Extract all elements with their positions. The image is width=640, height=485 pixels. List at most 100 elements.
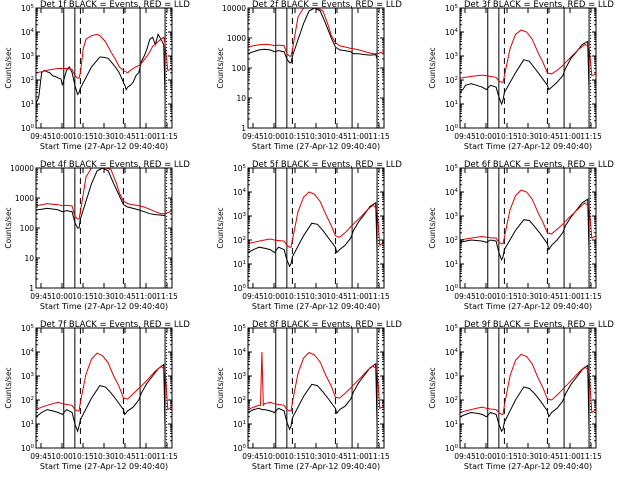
x-tick-label: 10:00 [475,452,497,461]
x-axis-label: Start Time (27-Apr-12 09:40:40) [252,462,380,471]
x-tick-label: 10:15 [72,452,94,461]
series-line-lld [36,352,172,412]
y-tick-label: 103 [445,372,459,381]
y-tick-label: 103 [21,52,35,61]
x-tick-label: 10:15 [284,292,306,301]
x-tick-label: 11:15 [580,132,602,141]
series-line-lld [460,353,596,415]
panel-8: Det 8f BLACK = Events, RED = LLD 100 101 10… [216,320,402,471]
x-tick-label: 10:15 [72,292,94,301]
y-tick-label: 101 [21,420,34,429]
x-tick-label: 09:45 [242,132,264,141]
y-tick-label: 102 [21,396,34,405]
x-tick-label: 10:00 [263,292,285,301]
y-tick-label: 105 [21,4,35,13]
x-tick-label: 10:45 [326,452,348,461]
x-tick-label: 09:45 [242,292,264,301]
y-tick-label: 105 [21,324,35,333]
y-tick-label: 103 [445,52,459,61]
plot-frame [459,7,597,129]
plot-frame [35,7,173,129]
x-tick-label: 10:45 [114,132,136,141]
x-tick-label: 11:15 [368,452,390,461]
x-tick-label: 11:15 [580,292,602,301]
panel-5: Det 5f BLACK = Events, RED = LLD 100 101 10… [216,160,402,311]
panel-9: Det 9f BLACK = Events, RED = LLD 100 101 10… [428,320,614,471]
plot-frame [459,167,597,289]
x-tick-label: 10:15 [284,132,306,141]
x-tick-label: 10:45 [114,292,136,301]
x-tick-label: 10:15 [496,292,518,301]
series-line-lld [460,189,596,245]
x-tick-label: 10:45 [538,132,560,141]
x-tick-label: 09:45 [30,292,52,301]
plot-frame [35,167,173,289]
y-tick-label: 103 [233,372,247,381]
y-tick-label: 1 [241,124,246,133]
plot-frame [247,327,385,449]
y-tick-label: 104 [21,28,35,37]
y-tick-label: 100 [233,284,247,293]
x-tick-label: 11:00 [347,452,369,461]
y-tick-label: 102 [445,396,458,405]
panel-title: Det 9f BLACK = Events, RED = LLD [464,320,614,330]
y-tick-label: 101 [445,100,458,109]
panel-6: Det 6f BLACK = Events, RED = LLD 100 101 10… [428,160,614,311]
y-axis-label: Counts/sec [4,207,13,248]
y-tick-label: 102 [21,76,34,85]
x-tick-label: 10:15 [284,452,306,461]
x-tick-label: 11:15 [580,452,602,461]
y-tick-label: 102 [445,236,458,245]
y-tick-label: 1 [29,284,34,293]
y-axis-label: Counts/sec [216,207,225,248]
x-tick-label: 10:00 [263,132,285,141]
x-tick-label: 10:00 [51,452,73,461]
y-tick-label: 100 [21,124,35,133]
x-tick-label: 09:45 [454,452,476,461]
panel-4: Det 4f BLACK = Events, RED = LLD 1 10 100 10… [4,160,190,311]
y-tick-label: 104 [445,348,459,357]
x-axis-label: Start Time (27-Apr-12 09:40:40) [40,462,168,471]
panel-2: Det 2f BLACK = Events, RED = LLD 1 10 100 10… [216,0,402,151]
y-tick-label: 100 [445,444,459,453]
plot-frame [247,167,385,289]
y-tick-label: 104 [233,188,247,197]
y-tick-label: 101 [233,260,246,269]
y-tick-label: 100 [20,224,35,233]
x-tick-label: 11:15 [156,292,178,301]
x-tick-label: 11:15 [156,132,178,141]
x-tick-label: 10:30 [305,452,327,461]
y-tick-label: 105 [445,324,459,333]
y-axis-label: Counts/sec [428,47,437,88]
y-tick-label: 104 [445,188,459,197]
y-tick-label: 100 [21,444,35,453]
series-line-events [460,198,590,262]
y-tick-label: 103 [233,212,247,221]
series-line-events [460,40,590,106]
series-line-events [460,364,590,433]
x-tick-label: 10:30 [305,292,327,301]
y-axis-label: Counts/sec [428,367,437,408]
x-tick-label: 09:45 [454,132,476,141]
series-line-lld [248,191,384,248]
plot-frame [247,7,385,129]
y-tick-label: 104 [21,348,35,357]
x-tick-label: 11:00 [135,292,157,301]
x-tick-label: 11:15 [368,292,390,301]
y-tick-label: 10 [236,94,246,103]
panel-title: Det 6f BLACK = Events, RED = LLD [464,160,614,170]
x-tick-label: 10:30 [93,452,115,461]
x-tick-label: 10:15 [496,132,518,141]
x-tick-label: 10:00 [475,292,497,301]
y-tick-label: 105 [445,164,459,173]
y-axis-label: Counts/sec [4,367,13,408]
y-tick-label: 101 [21,100,34,109]
x-tick-label: 11:00 [559,292,581,301]
series-line-lld [36,33,172,79]
x-tick-label: 11:15 [368,132,390,141]
series-line-events [36,363,166,433]
panel-title: Det 5f BLACK = Events, RED = LLD [252,160,402,170]
x-tick-label: 09:45 [30,452,52,461]
y-tick-label: 101 [233,420,246,429]
